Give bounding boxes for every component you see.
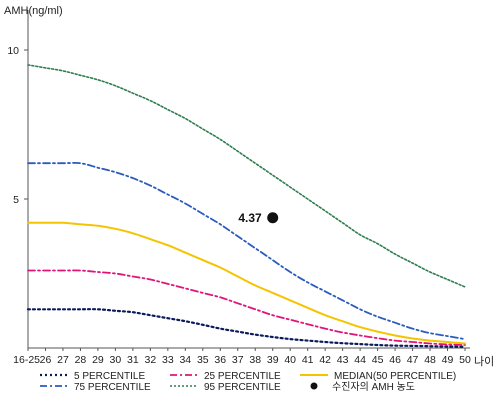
chart-legend: 5 PERCENTILE 25 PERCENTILE MEDIAN(50 PERCE… bbox=[40, 371, 456, 393]
x-tick-label: 35 bbox=[197, 354, 209, 366]
x-tick-label: 43 bbox=[337, 354, 349, 366]
x-axis-label: 나이 bbox=[474, 355, 494, 368]
legend-label: 95 PERCENTILE bbox=[204, 382, 281, 393]
x-tick-label: 30 bbox=[110, 354, 122, 366]
x-tick-label: 27 bbox=[57, 354, 69, 366]
series-line-25-percentile bbox=[27, 269, 466, 346]
y-tick-label: 5 bbox=[13, 194, 19, 206]
patient-amh-point bbox=[267, 212, 279, 224]
legend-label: 25 PERCENTILE bbox=[204, 371, 281, 382]
x-tick-label: 50 bbox=[459, 354, 471, 366]
chart-axes: AMH(ng/ml) 나이 5 10 16-25 26 27 28 29 30 31 32 33 34 35… bbox=[4, 5, 494, 368]
y-axis-label: AMH(ng/ml) bbox=[4, 5, 63, 17]
x-tick-label: 39 bbox=[267, 354, 279, 366]
legend-label: 5 PERCENTILE bbox=[74, 371, 145, 382]
x-tick-label: 42 bbox=[319, 354, 331, 366]
x-tick-label: 38 bbox=[249, 354, 261, 366]
x-tick-label: 46 bbox=[389, 354, 401, 366]
x-tick-label: 49 bbox=[442, 354, 454, 366]
x-tick-label: 44 bbox=[354, 354, 366, 366]
x-tick-label: 16-25 bbox=[13, 354, 40, 366]
x-tick-label: 31 bbox=[127, 354, 139, 366]
x-tick-label: 45 bbox=[372, 354, 384, 366]
x-tick-label: 37 bbox=[232, 354, 244, 366]
x-tick-label: 36 bbox=[214, 354, 226, 366]
chart-series bbox=[26, 64, 467, 348]
legend-marker-dot bbox=[310, 382, 318, 390]
series-line-5-percentile bbox=[26, 308, 467, 348]
series-line-95-percentile bbox=[27, 64, 466, 288]
x-tick-label: 29 bbox=[92, 354, 104, 366]
patient-amh-value-label: 4.37 bbox=[238, 211, 262, 225]
x-tick-label: 26 bbox=[40, 354, 52, 366]
x-tick-label: 32 bbox=[145, 354, 157, 366]
x-tick-label: 33 bbox=[162, 354, 174, 366]
x-tick-label: 28 bbox=[75, 354, 87, 366]
chart-marker: 4.37 bbox=[238, 211, 279, 225]
x-tick-label: 47 bbox=[407, 354, 419, 366]
series-line-median-50-percentile bbox=[27, 221, 466, 345]
y-tick-label: 10 bbox=[7, 45, 19, 57]
legend-label: 75 PERCENTILE bbox=[74, 382, 151, 393]
x-tick-label: 41 bbox=[302, 354, 314, 366]
x-tick-label: 34 bbox=[179, 354, 191, 366]
x-tick-label: 40 bbox=[284, 354, 296, 366]
legend-marker-label: 수진자의 AMH 농도 bbox=[332, 381, 415, 393]
x-tick-label: 48 bbox=[424, 354, 436, 366]
series-line-75-percentile bbox=[27, 161, 466, 340]
legend-label: MEDIAN(50 PERCENTILE) bbox=[334, 371, 456, 382]
